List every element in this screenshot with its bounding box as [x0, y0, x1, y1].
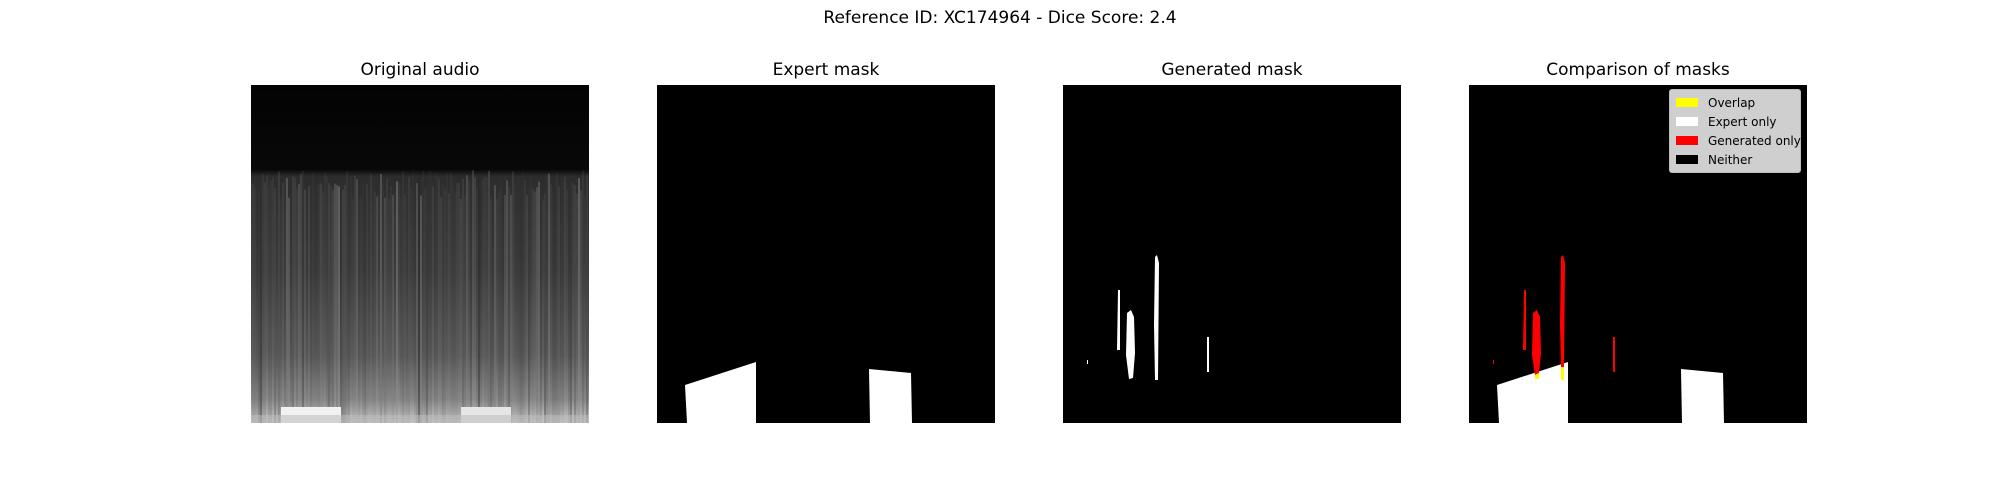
panel-title-comparison-of-masks: Comparison of masks: [1546, 60, 1730, 80]
generated-only-region-5: [1493, 360, 1494, 364]
spectrogram-image: [251, 85, 589, 423]
generated-region-3: [1154, 255, 1159, 380]
overlap-region-1: [1535, 373, 1539, 379]
legend-swatch-expert-only: [1676, 117, 1698, 126]
comparison-mask-image: Overlap Expert only Generated only Neith…: [1469, 85, 1807, 423]
legend-label-generated-only: Generated only: [1708, 133, 1801, 148]
overlap-region-2: [1561, 367, 1564, 380]
generated-only-region-4: [1613, 337, 1615, 372]
legend-label-overlap: Overlap: [1708, 95, 1756, 110]
legend-swatch-neither: [1676, 155, 1698, 164]
generated-only-region-1: [1523, 290, 1526, 350]
expert-region-2: [869, 369, 912, 423]
expert-only-region-1: [1497, 362, 1568, 423]
panel-title-generated-mask: Generated mask: [1161, 60, 1303, 80]
expert-mask-image: [657, 85, 995, 423]
generated-region-5: [1087, 360, 1088, 364]
generated-region-1: [1117, 290, 1120, 350]
generated-only-region-3: [1560, 255, 1565, 367]
generated-region-2: [1126, 310, 1135, 379]
legend-item-expert-only: Expert only: [1676, 112, 1794, 131]
generated-mask-image: [1063, 85, 1401, 423]
legend-item-overlap: Overlap: [1676, 93, 1794, 112]
legend-label-neither: Neither: [1708, 152, 1753, 167]
generated-region-4: [1207, 337, 1209, 372]
legend-item-generated-only: Generated only: [1676, 131, 1801, 150]
panel-title-original-audio: Original audio: [360, 60, 480, 80]
legend: Overlap Expert only Generated only Neith…: [1669, 89, 1801, 173]
legend-swatch-overlap: [1676, 98, 1698, 107]
expert-only-region-2: [1681, 369, 1724, 423]
legend-label-expert-only: Expert only: [1708, 114, 1777, 129]
panel-title-expert-mask: Expert mask: [772, 60, 880, 80]
legend-swatch-generated-only: [1676, 136, 1698, 145]
generated-only-region-2: [1532, 310, 1541, 375]
legend-item-neither: Neither: [1676, 150, 1794, 169]
figure-title: Reference ID: XC174964 - Dice Score: 2.4: [823, 8, 1177, 28]
expert-region-1: [685, 362, 756, 423]
